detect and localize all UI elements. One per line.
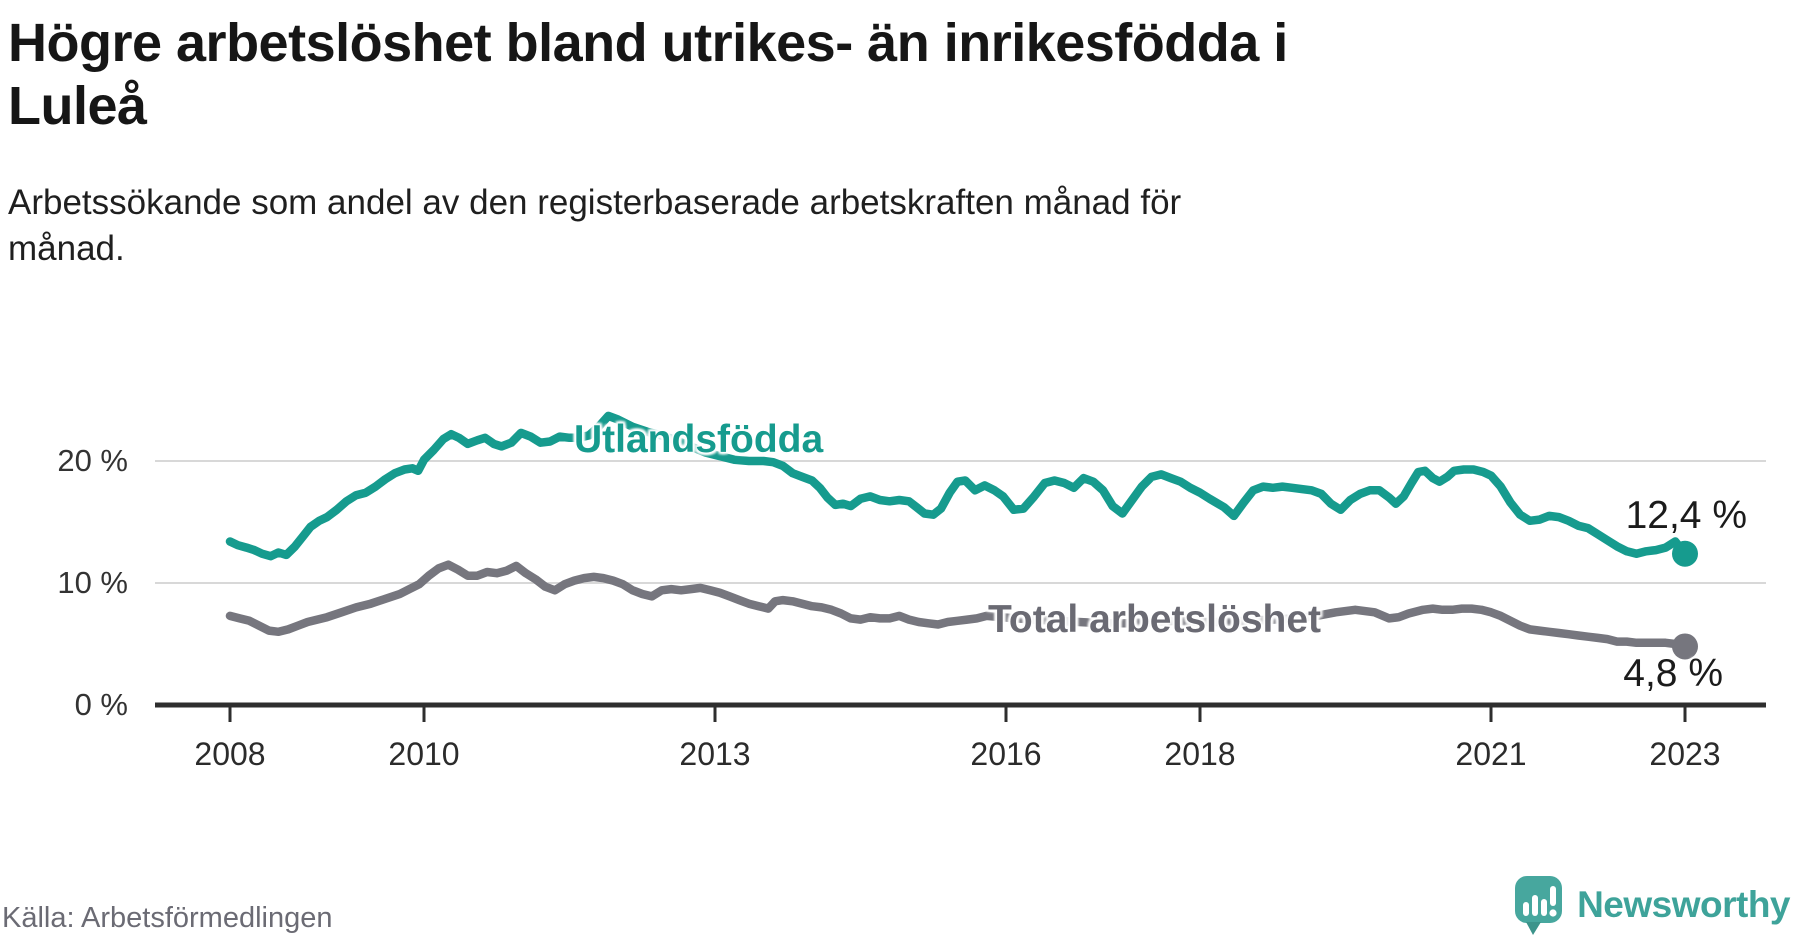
- end-value-label-total: 4,8 %: [1623, 652, 1723, 695]
- series-label-utlandsfodda: Utlandsfödda: [574, 418, 824, 461]
- x-tick-label: 2023: [1649, 736, 1720, 772]
- series-label-total-arbetsloshet: Total arbetslöshet: [988, 598, 1322, 641]
- x-tick-label: 2018: [1164, 736, 1235, 772]
- x-tick-label: 2008: [194, 736, 265, 772]
- x-tick-label: 2016: [970, 736, 1041, 772]
- series-end-dot-total: [1672, 633, 1698, 660]
- brand-name: Newsworthy: [1577, 884, 1790, 925]
- end-value-label-utlandsfodda: 12,4 %: [1625, 494, 1747, 537]
- y-axis-tick-label-10: 10 %: [57, 565, 128, 600]
- series-line-total: [225, 560, 1690, 651]
- x-tick-label: 2021: [1455, 736, 1526, 772]
- page-title: Högre arbetslöshet bland utrikes- än inr…: [8, 12, 1788, 137]
- page-title-line1: Högre arbetslöshet bland utrikes- än inr…: [8, 13, 1288, 73]
- y-axis-tick-label-20: 20 %: [57, 443, 128, 478]
- y-axis-tick-label-0: 0 %: [74, 687, 128, 722]
- page-subtitle-line2: månad.: [8, 228, 125, 268]
- newsworthy-bubble-chart-icon: [1514, 874, 1564, 936]
- brand-logo: Newsworthy: [1514, 874, 1790, 936]
- source-credit: Källa: Arbetsförmedlingen: [2, 902, 333, 934]
- series-end-dot-utlandsfodda: [1672, 540, 1698, 567]
- x-tick-label: 2013: [679, 736, 750, 772]
- page-title-line2: Luleå: [8, 75, 147, 136]
- page-subtitle: Arbetssökande som andel av den registerb…: [8, 180, 1788, 271]
- x-tick-label: 2010: [388, 736, 459, 772]
- series-line-utlandsfodda: [225, 411, 1690, 561]
- newsworthy-icon-svg: [1515, 876, 1563, 935]
- page-subtitle-line1: Arbetssökande som andel av den registerb…: [8, 183, 1182, 222]
